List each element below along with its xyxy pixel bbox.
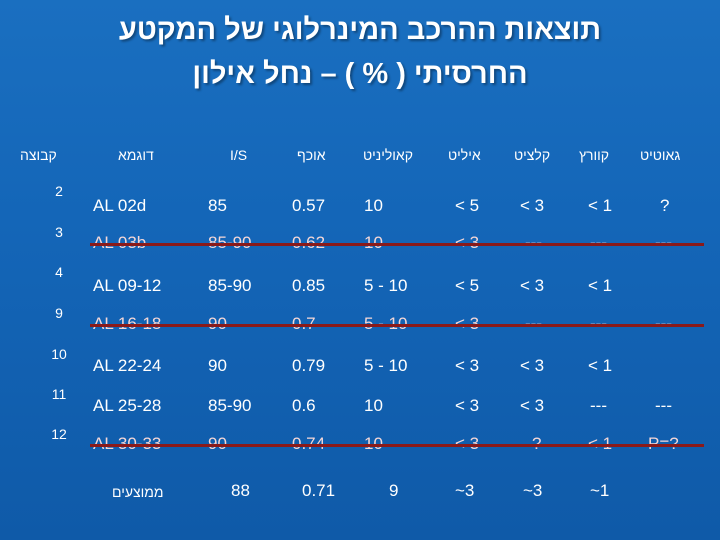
group-number: 3	[55, 224, 63, 240]
cell-quartz: < 1	[588, 276, 613, 295]
group-number: 4	[55, 264, 63, 280]
cell-ochef: 0.57	[292, 196, 326, 215]
cell-goethite: ---	[655, 314, 672, 334]
cell-calcite: ?	[532, 434, 541, 454]
table-row: AL 22-24 90 0.79 5 - 10 < 3 < 3 < 1	[0, 356, 720, 388]
cell-sample: AL 02d	[93, 196, 147, 215]
averages-label: ממוצעים	[112, 484, 164, 500]
cell-sample: AL 09-12	[93, 276, 162, 295]
cell-goethite: ---	[655, 396, 672, 415]
header-goethite: גאוטיט	[640, 147, 681, 163]
cell-illite: < 5	[455, 196, 480, 215]
cell-sample: AL 30-33	[93, 434, 161, 454]
cell-calcite: < 3	[520, 356, 545, 375]
avg-kaolinite: 9	[389, 481, 399, 500]
cell-goethite: ?	[660, 196, 670, 215]
cell-illite: < 3	[455, 356, 480, 375]
cell-quartz: < 1	[588, 434, 612, 454]
cell-kaolinite: 5 - 10	[364, 356, 408, 375]
cell-calcite: < 3	[520, 276, 545, 295]
cell-ochef: 0.85	[292, 276, 326, 295]
header-ochef: אוכף	[297, 147, 326, 163]
header-illite: איליט	[448, 147, 481, 163]
cell-ochef: 0.7	[292, 314, 316, 334]
cell-calcite: < 3	[520, 196, 545, 215]
header-calcite: קלציט	[514, 147, 551, 163]
cell-sample: AL 22-24	[93, 356, 162, 375]
cell-quartz: < 1	[588, 356, 613, 375]
avg-ochef: 0.71	[302, 481, 336, 500]
cell-ochef: 0.6	[292, 396, 316, 415]
cell-illite: < 3	[455, 434, 479, 454]
slide-title: תוצאות ההרכב המינרלוגי של המקטע החרסיתי …	[0, 8, 720, 96]
cell-illite: < 3	[455, 314, 479, 334]
header-sample: דוגמא	[118, 147, 154, 163]
table-header: קבוצה דוגמא I/S אוכף קאוליניט איליט קלצי…	[0, 147, 720, 171]
cell-quartz: < 1	[588, 196, 613, 215]
header-group: קבוצה	[20, 147, 57, 163]
cell-illite: < 3	[455, 233, 479, 253]
table-row: AL 25-28 85-90 0.6 10 < 3 < 3 --- ---	[0, 396, 720, 428]
group-number: 10	[51, 346, 67, 362]
header-quartz: קוורץ	[579, 147, 610, 163]
cell-goethite: P=?	[648, 434, 679, 454]
header-kaolinite: קאוליניט	[363, 147, 413, 163]
avg-calcite: ~3	[523, 481, 543, 500]
table-row: AL 02d 85 0.57 10 < 5 < 3 < 1 ?	[0, 196, 720, 228]
cell-ochef: 0.74	[292, 434, 325, 454]
cell-kaolinite: 5 - 10	[364, 314, 407, 334]
table-row: AL 09-12 85-90 0.85 5 - 10 < 5 < 3 < 1	[0, 276, 720, 308]
avg-quartz: ~1	[590, 481, 610, 500]
cell-is: 90	[208, 314, 227, 334]
cell-is: 85-90	[208, 233, 251, 253]
group-number: 9	[55, 305, 63, 321]
cell-sample: AL 25-28	[93, 396, 162, 415]
avg-is: 88	[231, 481, 250, 500]
header-is: I/S	[230, 147, 248, 163]
cell-kaolinite: 10	[364, 233, 383, 253]
cell-sample: AL 03b	[93, 233, 146, 253]
cell-calcite: ---	[525, 314, 542, 334]
cell-illite: < 3	[455, 396, 480, 415]
avg-illite: ~3	[455, 481, 475, 500]
group-number: 11	[51, 386, 67, 402]
title-line-2: החרסיתי ( % ) – נחל אילון	[192, 58, 528, 90]
cell-quartz: ---	[590, 233, 607, 253]
cell-kaolinite: 10	[364, 396, 383, 415]
cell-goethite: ---	[655, 233, 672, 253]
strikethrough-line	[90, 444, 704, 447]
title-line-1: תוצאות ההרכב המינרלוגי של המקטע	[118, 14, 602, 46]
averages-row: ממוצעים 88 0.71 9 ~3 ~3 ~1	[0, 481, 720, 513]
cell-is: 90	[208, 356, 227, 375]
cell-kaolinite: 10	[364, 196, 383, 215]
cell-ochef: 0.62	[292, 233, 325, 253]
cell-is: 85-90	[208, 396, 252, 415]
table-row: AL 16-18 90 0.7 5 - 10 < 3 --- --- ---	[0, 314, 720, 346]
cell-sample: AL 16-18	[93, 314, 161, 334]
group-number: 2	[55, 183, 63, 199]
cell-ochef: 0.79	[292, 356, 326, 375]
cell-calcite: ---	[525, 233, 542, 253]
strikethrough-line	[90, 243, 704, 246]
cell-is: 85	[208, 196, 227, 215]
table-row: AL 03b 85-90 0.62 10 < 3 --- --- ---	[0, 233, 720, 265]
cell-calcite: < 3	[520, 396, 545, 415]
cell-kaolinite: 10	[364, 434, 383, 454]
table-row: AL 30-33 90 0.74 10 < 3 ? < 1 P=?	[0, 434, 720, 466]
cell-kaolinite: 5 - 10	[364, 276, 408, 295]
cell-quartz: ---	[590, 314, 607, 334]
cell-is: 90	[208, 434, 227, 454]
cell-illite: < 5	[455, 276, 480, 295]
strikethrough-line	[90, 324, 704, 327]
cell-is: 85-90	[208, 276, 252, 295]
cell-quartz: ---	[590, 396, 607, 415]
group-number: 12	[51, 426, 67, 442]
